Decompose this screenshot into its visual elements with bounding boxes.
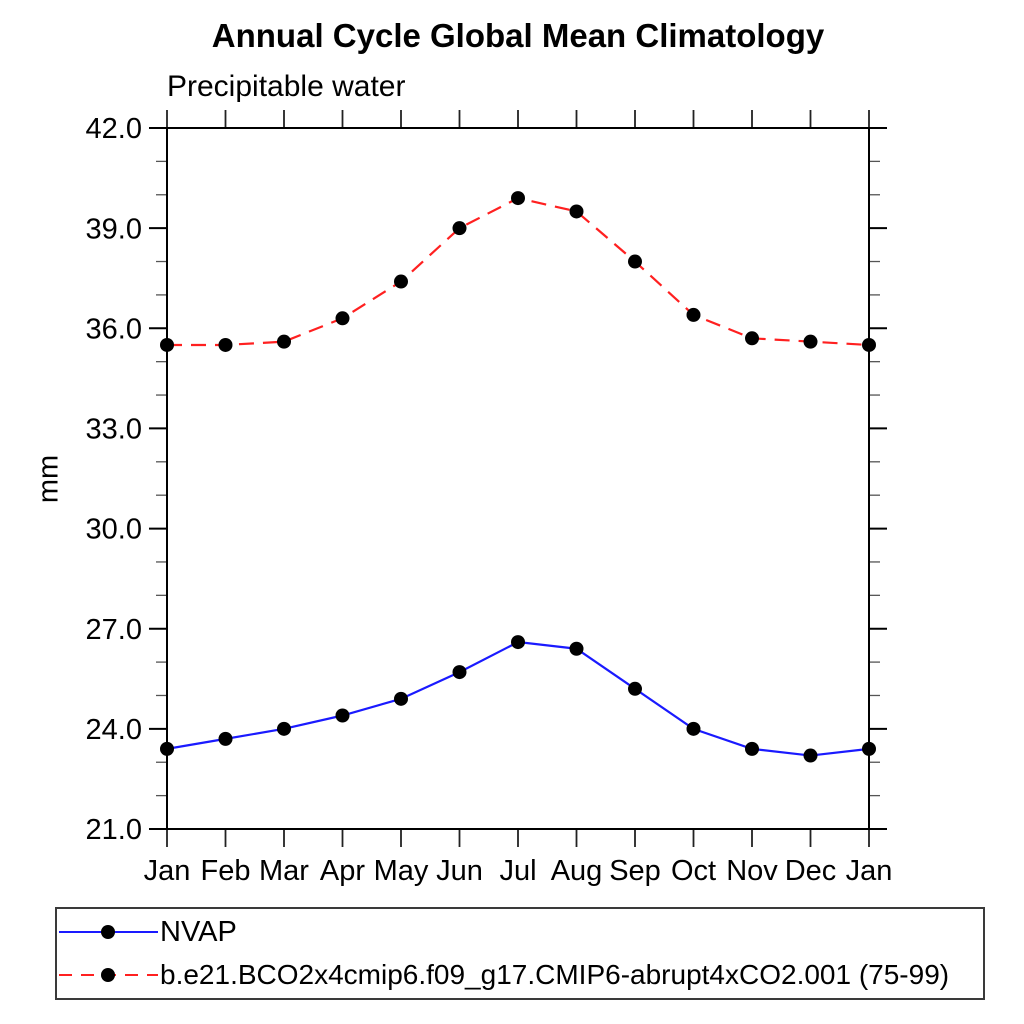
legend-row-model: b.e21.BCO2x4cmip6.f09_g17.CMIP6-abrupt4x…	[57, 954, 983, 997]
data-point-marker	[394, 691, 408, 706]
data-point-marker	[335, 311, 350, 326]
series-line	[167, 196, 870, 347]
data-point-marker	[277, 721, 291, 736]
data-point-marker	[862, 741, 876, 756]
chart-title: Annual Cycle Global Mean Climatology	[211, 17, 825, 54]
data-point-marker	[218, 731, 233, 746]
data-point-marker	[862, 337, 876, 352]
legend-row-nvap: NVAP	[57, 911, 983, 954]
data-point-marker	[335, 708, 350, 723]
x-tick-label: Feb	[201, 855, 251, 887]
data-point-marker	[569, 641, 584, 656]
data-point-marker	[803, 748, 818, 763]
chart-subtitle: Precipitable water	[167, 70, 406, 103]
series-model	[160, 191, 876, 352]
data-point-marker	[394, 274, 408, 289]
y-axis-minor-ticks	[156, 160, 880, 797]
y-tick-label: 21.0	[86, 814, 142, 846]
legend: NVAP b.e21.BCO2x4cmip6.f09_g17.CMIP6-abr…	[55, 907, 985, 1000]
y-tick-label: 39.0	[86, 213, 142, 245]
data-point-marker	[452, 221, 467, 236]
data-point-marker	[803, 334, 818, 349]
x-tick-label: Oct	[671, 855, 716, 887]
y-axis-major-ticks	[149, 127, 887, 830]
y-tick-label: 42.0	[86, 113, 142, 145]
data-point-marker	[745, 741, 759, 756]
x-tick-label: Mar	[259, 855, 309, 887]
x-tick-label: Jul	[499, 855, 536, 887]
series-line	[166, 640, 870, 757]
data-point-marker	[160, 741, 174, 756]
legend-label-model: b.e21.BCO2x4cmip6.f09_g17.CMIP6-abrupt4x…	[160, 959, 950, 990]
data-point-marker	[218, 337, 233, 352]
data-point-marker	[628, 681, 642, 696]
data-point-marker	[569, 204, 584, 219]
y-tick-label: 27.0	[86, 614, 142, 646]
y-axis-tick-labels: 21.0 24.0 27.0 30.0 33.0 36.0 39.0 42.0	[86, 113, 142, 846]
x-tick-label: Nov	[726, 855, 778, 887]
y-tick-label: 36.0	[86, 313, 142, 345]
data-point-marker	[511, 635, 525, 650]
data-point-marker	[452, 665, 467, 680]
x-tick-label: Aug	[551, 855, 603, 887]
legend-line-sample-model-icon	[59, 968, 158, 982]
y-tick-label: 24.0	[86, 714, 142, 746]
data-point-marker	[628, 254, 642, 269]
x-tick-label: May	[374, 855, 429, 887]
x-tick-label: Jan	[144, 855, 191, 887]
x-axis-tick-labels: Jan Feb Mar Apr May Jun Jul Aug Sep Oct Nov Dec Jan	[144, 855, 893, 887]
series-nvap	[160, 635, 876, 763]
y-tick-label: 30.0	[86, 514, 142, 546]
x-tick-label: Apr	[320, 855, 365, 887]
y-tick-label: 33.0	[86, 414, 142, 446]
x-tick-label: Jan	[846, 855, 893, 887]
data-point-marker	[745, 331, 759, 346]
x-axis-ticks	[166, 110, 870, 847]
data-point-marker	[686, 721, 701, 736]
x-tick-label: Dec	[785, 855, 837, 887]
legend-label-nvap: NVAP	[160, 915, 237, 948]
x-tick-label: Jun	[436, 855, 483, 887]
legend-line-sample-nvap-icon	[59, 925, 158, 939]
data-point-marker	[160, 337, 174, 352]
data-point-marker	[277, 334, 291, 349]
data-point-marker	[511, 191, 525, 206]
plot-frame	[166, 127, 870, 830]
data-point-marker	[686, 307, 701, 322]
x-tick-label: Sep	[609, 855, 661, 887]
